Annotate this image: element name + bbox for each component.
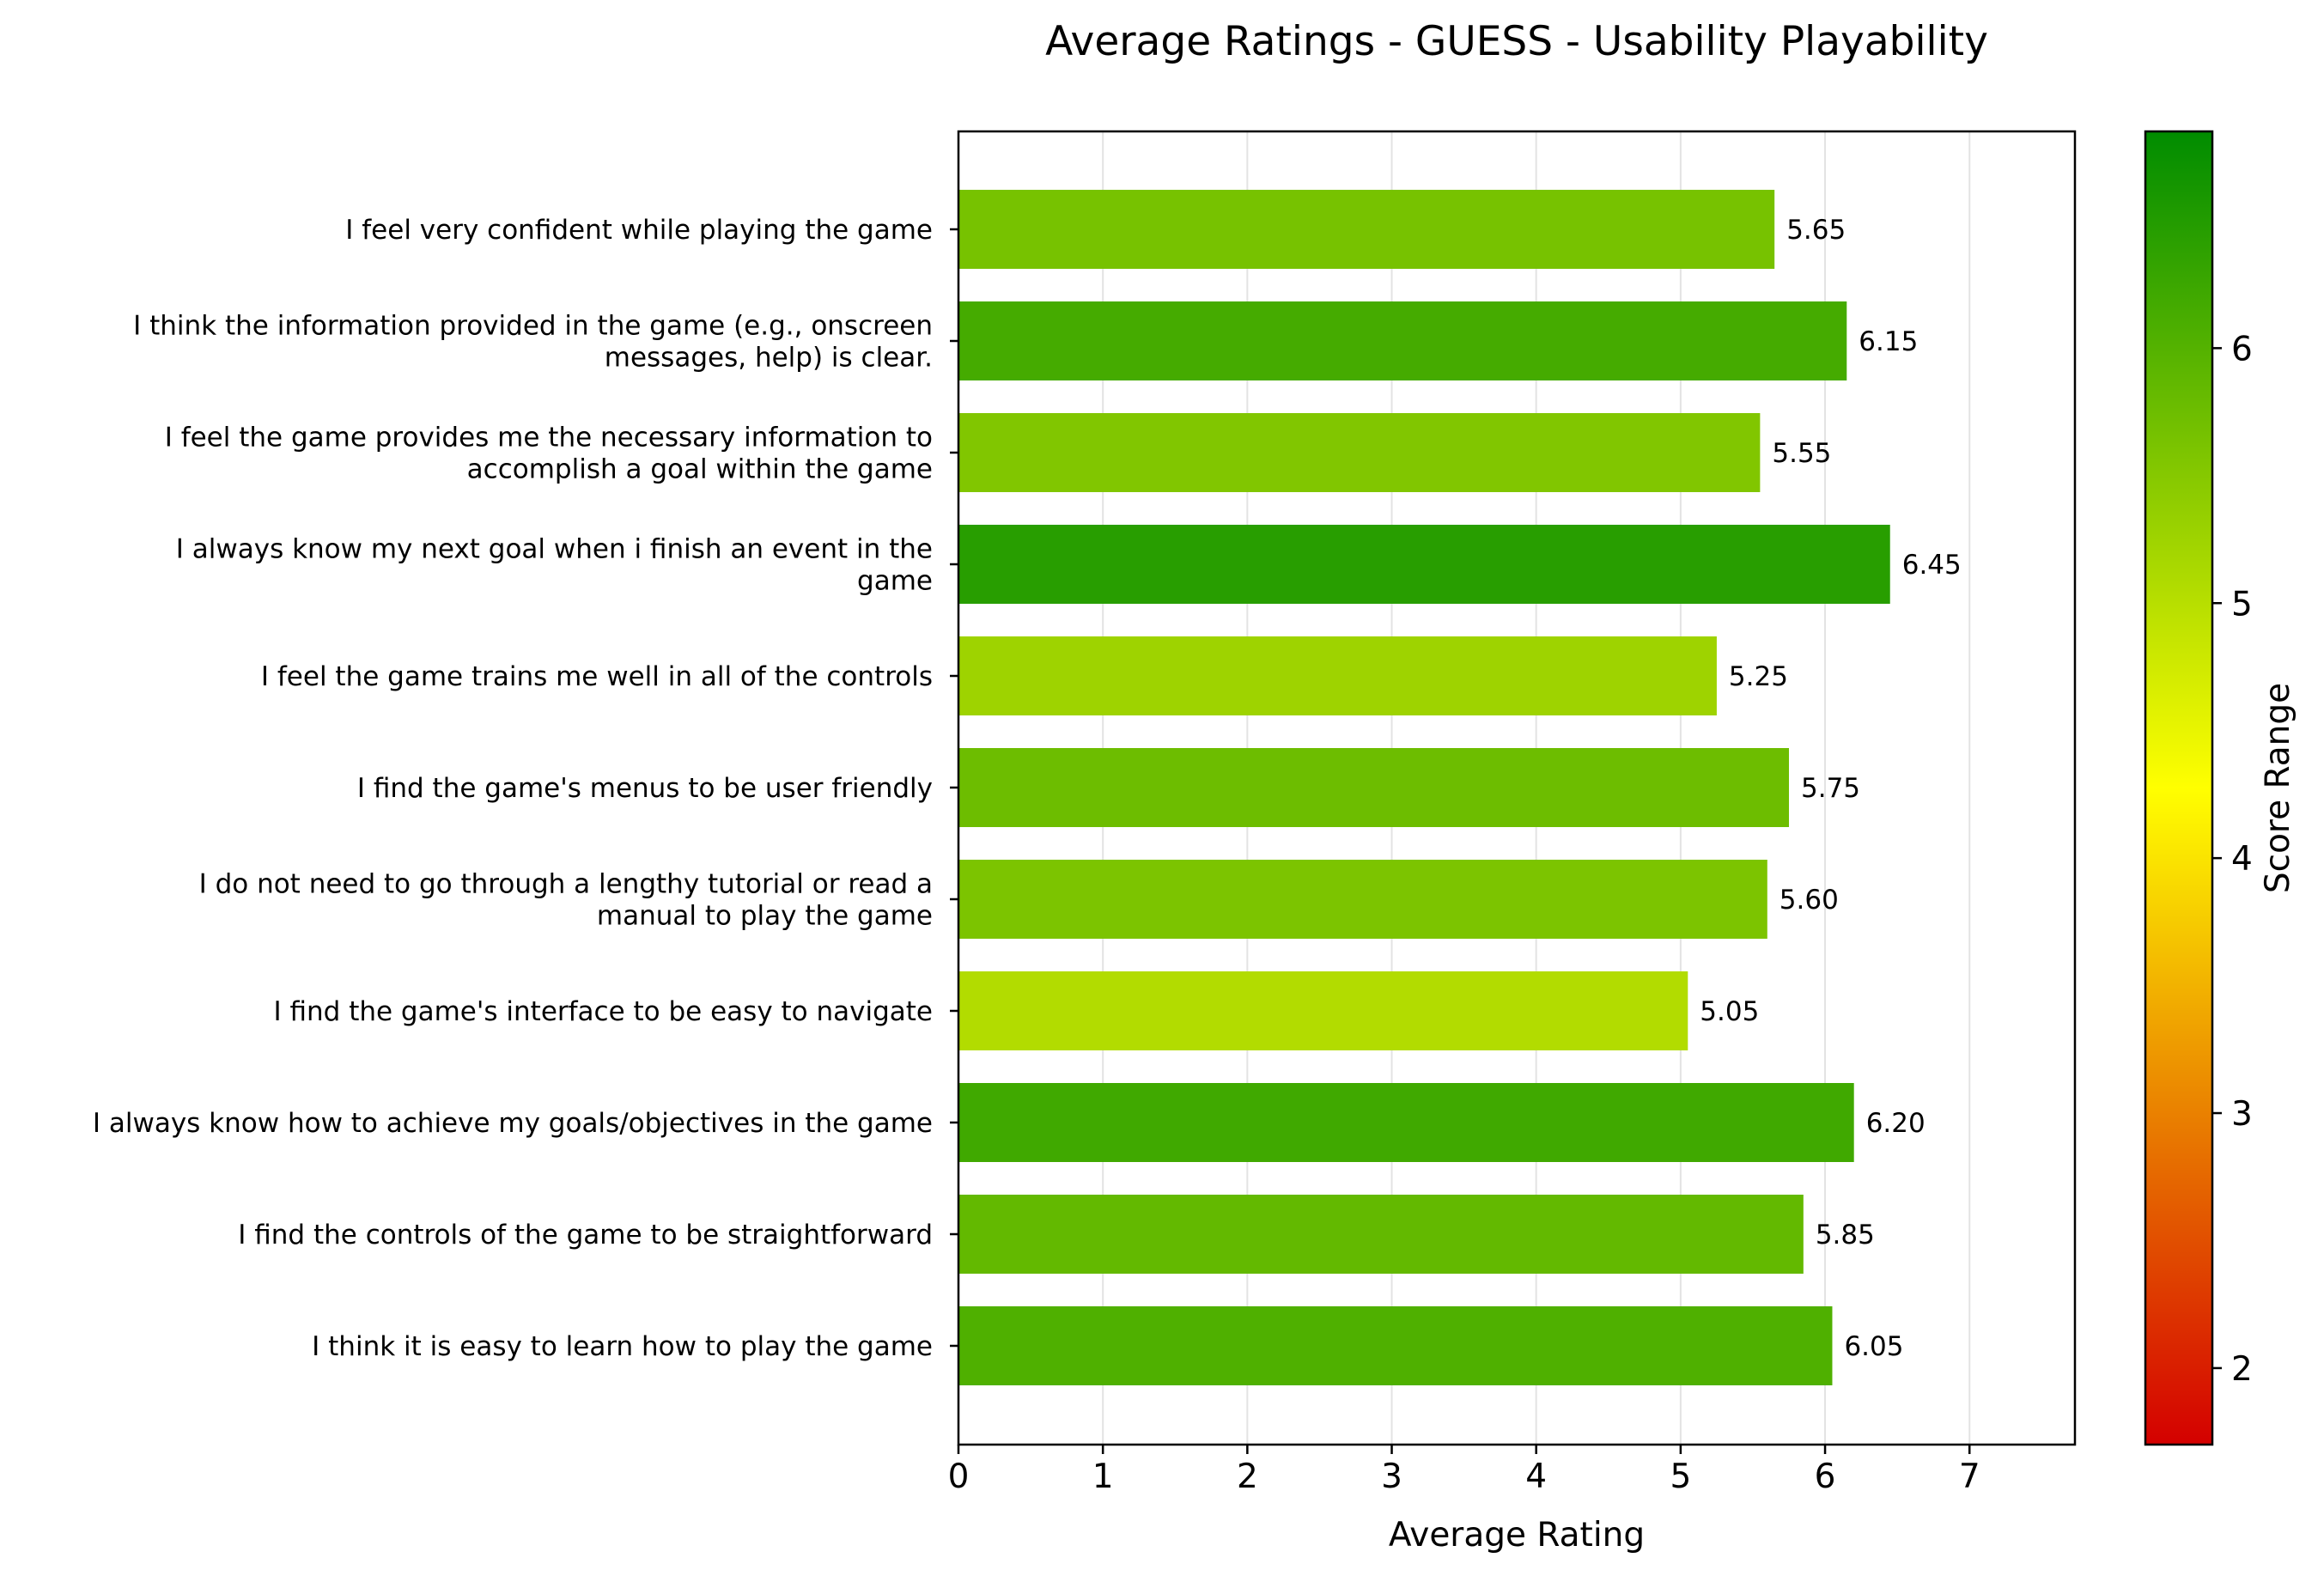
colorbar-tick-label: 6: [2231, 330, 2253, 368]
category-label: I do not need to go through a lengthy tu…: [199, 869, 933, 932]
x-tick-label: 3: [1381, 1457, 1402, 1496]
bar: [958, 525, 1890, 604]
x-tick-label: 0: [948, 1457, 970, 1496]
chart-title: Average Ratings - GUESS - Usability Play…: [1045, 18, 1988, 65]
bar: [958, 301, 1847, 380]
bar-value-label: 5.25: [1729, 661, 1788, 692]
bar: [958, 971, 1688, 1050]
bar: [958, 1195, 1804, 1274]
x-tick-label: 7: [1959, 1457, 1980, 1496]
category-label: I always know how to achieve my goals/ob…: [93, 1108, 933, 1139]
x-tick-label: 1: [1092, 1457, 1114, 1496]
bar-value-label: 5.85: [1816, 1220, 1875, 1250]
bar: [958, 413, 1761, 492]
bar-value-label: 6.05: [1844, 1331, 1903, 1362]
bar-value-label: 6.15: [1859, 326, 1918, 357]
x-axis-label: Average Rating: [1389, 1516, 1645, 1555]
colorbar: [2144, 130, 2214, 1446]
colorbar-tick-label: 2: [2231, 1350, 2253, 1389]
category-label: I always know my next goal when i finish…: [176, 534, 933, 597]
x-tick-label: 5: [1670, 1457, 1691, 1496]
colorbar-tick-label: 3: [2231, 1095, 2253, 1134]
bar: [958, 190, 1775, 269]
category-label: I feel the game provides me the necessar…: [165, 423, 933, 485]
category-label: I find the game's menus to be user frien…: [357, 773, 933, 804]
bar: [958, 1306, 1833, 1385]
bar-value-label: 5.75: [1801, 773, 1860, 804]
colorbar-tick-label: 4: [2231, 840, 2253, 879]
colorbar-label: Score Range: [2259, 683, 2297, 893]
bar: [958, 636, 1717, 715]
category-label: I think the information provided in the …: [133, 311, 933, 374]
x-tick-label: 6: [1815, 1457, 1836, 1496]
category-label: I feel very confident while playing the …: [345, 215, 933, 246]
bar-value-label: 6.45: [1902, 550, 1962, 581]
bar-value-label: 5.65: [1786, 215, 1846, 246]
bar-value-label: 5.60: [1780, 885, 1839, 916]
category-label: I think it is easy to learn how to play …: [312, 1331, 933, 1362]
bar-value-label: 6.20: [1866, 1108, 1926, 1139]
bar-value-label: 5.55: [1772, 438, 1831, 469]
bar: [958, 860, 1767, 939]
category-label: I feel the game trains me well in all of…: [261, 661, 933, 692]
x-tick-label: 4: [1525, 1457, 1547, 1496]
bar: [958, 748, 1790, 827]
colorbar-tick-label: 5: [2231, 585, 2253, 624]
bar: [958, 1083, 1854, 1162]
category-label: I find the controls of the game to be st…: [238, 1220, 933, 1250]
plot-frame: [957, 130, 2077, 1446]
bar-value-label: 5.05: [1700, 996, 1759, 1027]
x-tick-label: 2: [1237, 1457, 1258, 1496]
category-label: I find the game's interface to be easy t…: [274, 996, 934, 1027]
